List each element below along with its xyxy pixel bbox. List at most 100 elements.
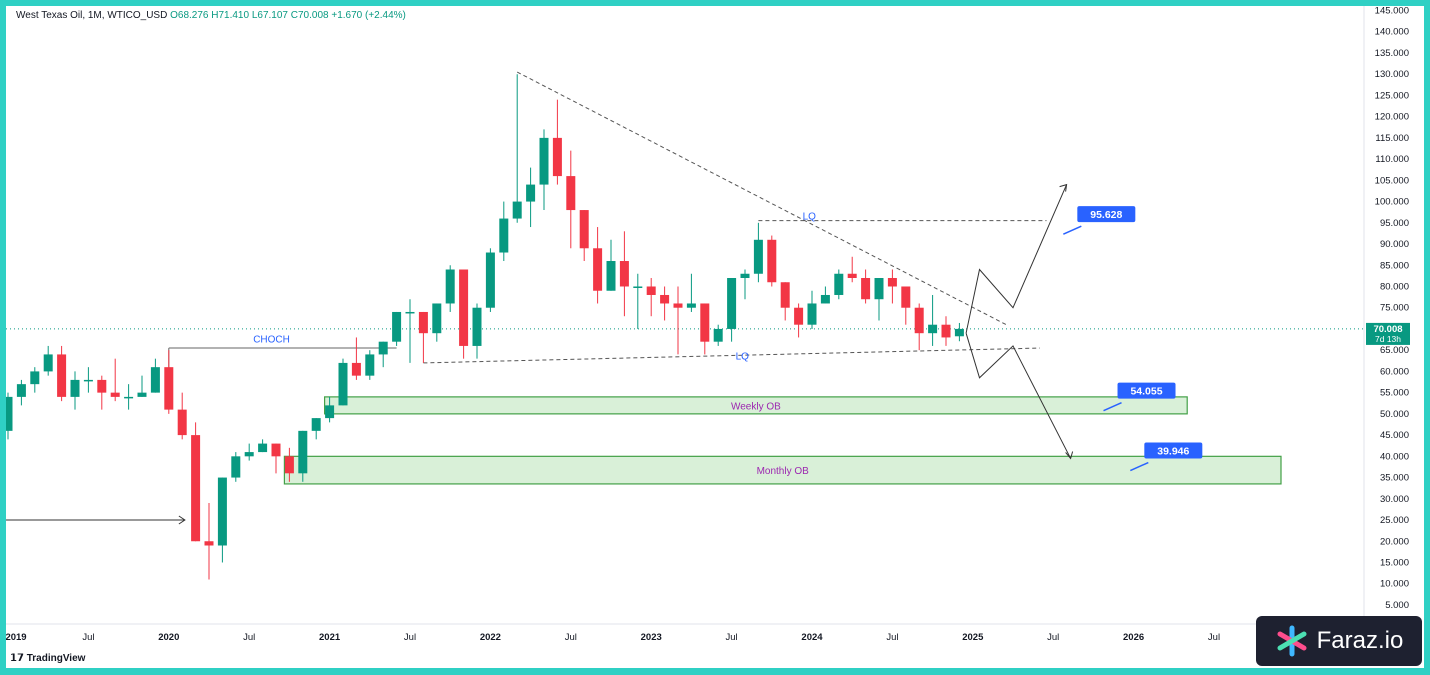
price-chart[interactable]: 145.000 140.000 135.000 130.000 125.000 120.0… xyxy=(6,6,1424,668)
y-tick-label: 90.000 xyxy=(1380,239,1409,250)
price-change: +1.670 (+2.44%) xyxy=(331,10,406,21)
candle-body xyxy=(231,456,241,478)
x-tick-label: 2026 xyxy=(1123,632,1144,643)
y-tick-label: 110.000 xyxy=(1375,154,1409,165)
candle-body xyxy=(325,405,335,419)
y-tick-label: 130.000 xyxy=(1375,69,1409,80)
candle-body xyxy=(566,176,576,211)
x-tick-label: Jul xyxy=(1047,632,1059,643)
y-tick-label: 55.000 xyxy=(1380,388,1409,399)
candle-body xyxy=(673,303,683,308)
y-tick-label: 20.000 xyxy=(1380,536,1409,547)
chart-frame: 145.000 140.000 135.000 130.000 125.000 120.0… xyxy=(6,6,1424,668)
candle-body xyxy=(164,367,174,410)
candle-body xyxy=(767,239,777,283)
candle-body xyxy=(552,137,562,177)
candle-body xyxy=(298,430,308,474)
y-tick-label: 15.000 xyxy=(1380,557,1409,568)
candle-body xyxy=(97,379,107,393)
last-price-badge xyxy=(1366,322,1410,345)
candle-body xyxy=(485,252,495,308)
x-tick-label: 2023 xyxy=(641,632,662,643)
y-tick-label: 5.000 xyxy=(1385,600,1409,611)
lower-liquidity-line xyxy=(423,347,1040,364)
candle-body xyxy=(83,379,93,382)
candle-body xyxy=(271,443,281,457)
candle-body xyxy=(311,418,321,431)
candle-body xyxy=(834,273,844,295)
candle-body xyxy=(700,303,710,342)
x-tick-label: 2020 xyxy=(158,632,179,643)
y-tick-label: 30.000 xyxy=(1380,494,1409,505)
x-tick-label: 2019 xyxy=(6,632,27,643)
candle-body xyxy=(941,324,951,338)
order-block-zone xyxy=(283,455,1282,485)
candle-body xyxy=(847,273,857,278)
x-tick-label: 2021 xyxy=(319,632,341,643)
candle-body xyxy=(686,303,696,308)
x-tick-label: Jul xyxy=(726,632,738,643)
tradingview-logo[interactable]: 𝟭𝟳 TradingView xyxy=(10,653,85,664)
callout-label: 95.628 xyxy=(1090,209,1122,221)
faraz-label: Faraz.io xyxy=(1316,627,1404,654)
candle-body xyxy=(954,328,964,337)
candle-body xyxy=(472,307,482,346)
candle-body xyxy=(727,277,737,329)
descending-trendline xyxy=(516,71,1007,326)
x-tick-label: Jul xyxy=(886,632,898,643)
y-tick-label: 125.000 xyxy=(1375,90,1409,101)
order-block-label: Monthly OB xyxy=(757,466,810,477)
candle-body xyxy=(16,384,26,397)
candle-body xyxy=(579,210,589,249)
candle-body xyxy=(445,269,455,304)
y-tick-label: 10.000 xyxy=(1380,579,1409,590)
last-price-countdown: 7d 13h xyxy=(1375,334,1401,344)
candle-body xyxy=(30,371,40,385)
x-tick-label: 2025 xyxy=(962,632,984,643)
faraz-icon xyxy=(1277,625,1307,657)
x-tick-label: Jul xyxy=(1208,632,1220,643)
y-tick-label: 35.000 xyxy=(1380,473,1409,484)
bearish-projection xyxy=(965,333,1072,459)
candles xyxy=(6,74,964,580)
candle-body xyxy=(244,452,254,457)
candle-body xyxy=(713,328,723,342)
candle-body xyxy=(928,324,938,334)
y-tick-label: 45.000 xyxy=(1380,430,1409,441)
candle-body xyxy=(861,277,871,300)
candle-body xyxy=(338,362,348,406)
y-tick-label: 140.000 xyxy=(1375,27,1409,38)
candle-body xyxy=(365,354,375,376)
y-tick-label: 85.000 xyxy=(1380,260,1409,271)
annotation-label: LQ xyxy=(803,211,817,222)
bullish-arrow-head xyxy=(1059,183,1068,192)
x-tick-label: 2024 xyxy=(801,632,823,643)
candle-body xyxy=(820,294,830,304)
annotation-label: LQ xyxy=(736,352,750,363)
y-tick-label: 105.000 xyxy=(1375,175,1409,186)
candle-body xyxy=(137,392,147,397)
candle-body xyxy=(753,239,763,274)
y-tick-label: 95.000 xyxy=(1380,218,1409,229)
callout-label: 39.946 xyxy=(1157,446,1189,458)
callout-box xyxy=(1144,442,1203,459)
candle-body xyxy=(459,269,469,346)
candle-body xyxy=(258,443,268,453)
y-tick-label: 115.000 xyxy=(1375,133,1409,144)
y-tick-label: 120.000 xyxy=(1375,112,1409,123)
candle-body xyxy=(780,282,790,308)
candle-body xyxy=(633,286,643,288)
candle-body xyxy=(124,396,134,399)
x-tick-label: Jul xyxy=(565,632,577,643)
y-tick-label: 100.000 xyxy=(1375,197,1409,208)
candle-body xyxy=(177,409,187,436)
candle-body xyxy=(150,367,160,393)
candle-body xyxy=(512,201,522,219)
tradingview-label: TradingView xyxy=(26,653,86,664)
candle-body xyxy=(794,307,804,325)
candle-body xyxy=(432,303,442,334)
y-tick-label: 60.000 xyxy=(1380,366,1409,377)
candle-body xyxy=(6,396,13,431)
candle-body xyxy=(887,277,897,287)
candle-body xyxy=(70,379,80,397)
